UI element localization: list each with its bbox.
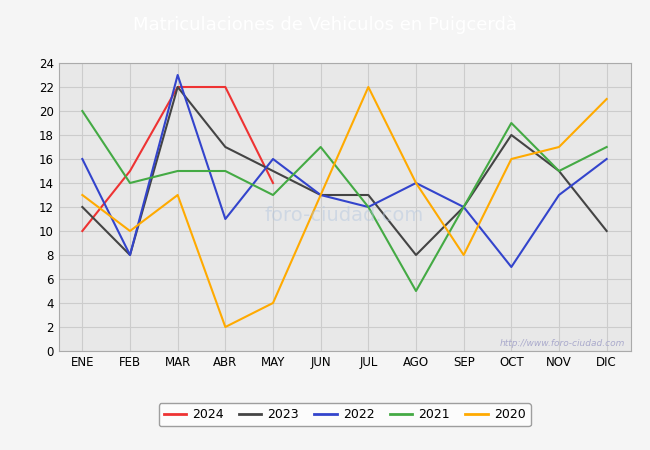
- Text: Matriculaciones de Vehiculos en Puigcerdà: Matriculaciones de Vehiculos en Puigcerd…: [133, 15, 517, 34]
- Text: http://www.foro-ciudad.com: http://www.foro-ciudad.com: [499, 339, 625, 348]
- Text: foro-ciudad.com: foro-ciudad.com: [265, 206, 424, 225]
- Legend: 2024, 2023, 2022, 2021, 2020: 2024, 2023, 2022, 2021, 2020: [159, 403, 530, 426]
